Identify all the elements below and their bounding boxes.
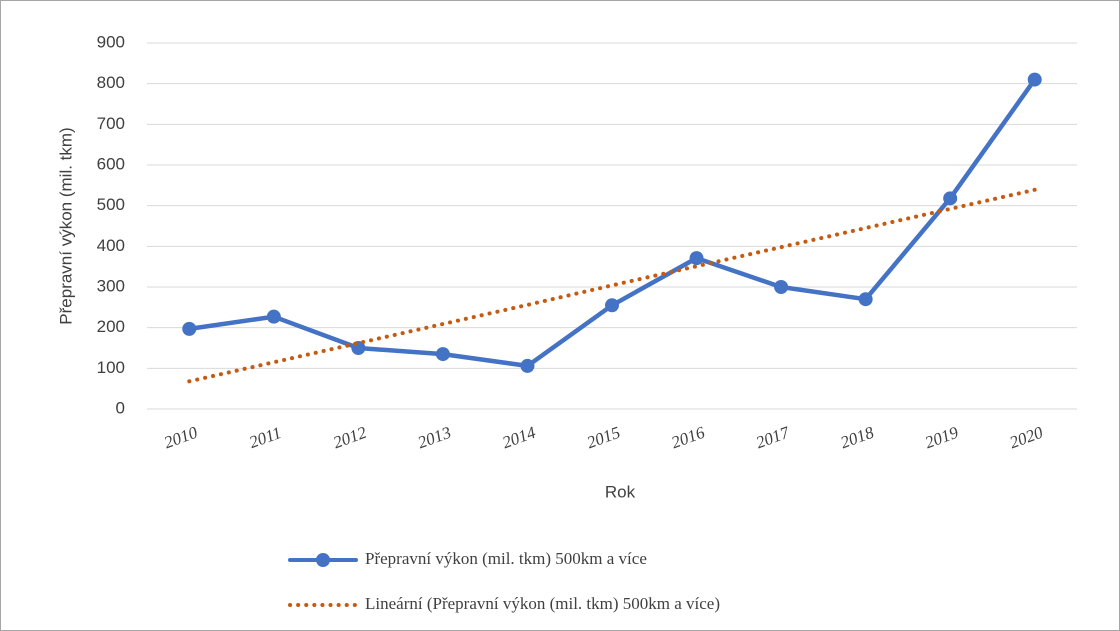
y-tick-label: 600 xyxy=(97,154,125,173)
data-point xyxy=(435,347,450,362)
legend-label: Lineární (Přepravní výkon (mil. tkm) 500… xyxy=(365,594,720,613)
y-tick-label: 700 xyxy=(97,114,125,133)
y-tick-label: 400 xyxy=(97,236,125,255)
y-tick-label: 900 xyxy=(97,32,125,51)
legend-marker xyxy=(316,553,330,567)
y-tick-label: 300 xyxy=(97,276,125,295)
x-axis-title: Rok xyxy=(605,482,636,501)
y-axis-title: Přepravní výkon (mil. tkm) xyxy=(56,127,75,324)
data-point xyxy=(266,309,281,324)
data-point xyxy=(182,321,197,336)
data-point xyxy=(689,251,704,266)
trend-line xyxy=(187,187,1037,384)
y-tick-label: 200 xyxy=(97,317,125,336)
y-tick-label: 500 xyxy=(97,195,125,214)
data-point xyxy=(1027,72,1042,87)
y-tick-label: 0 xyxy=(116,398,125,417)
legend-label: Přepravní výkon (mil. tkm) 500km a více xyxy=(365,549,647,568)
y-tick-label: 100 xyxy=(97,358,125,377)
data-point xyxy=(520,358,535,373)
data-point xyxy=(774,280,789,294)
y-tick-label: 800 xyxy=(97,73,125,92)
data-point xyxy=(943,191,958,206)
data-point xyxy=(858,292,873,307)
data-point xyxy=(605,298,619,313)
